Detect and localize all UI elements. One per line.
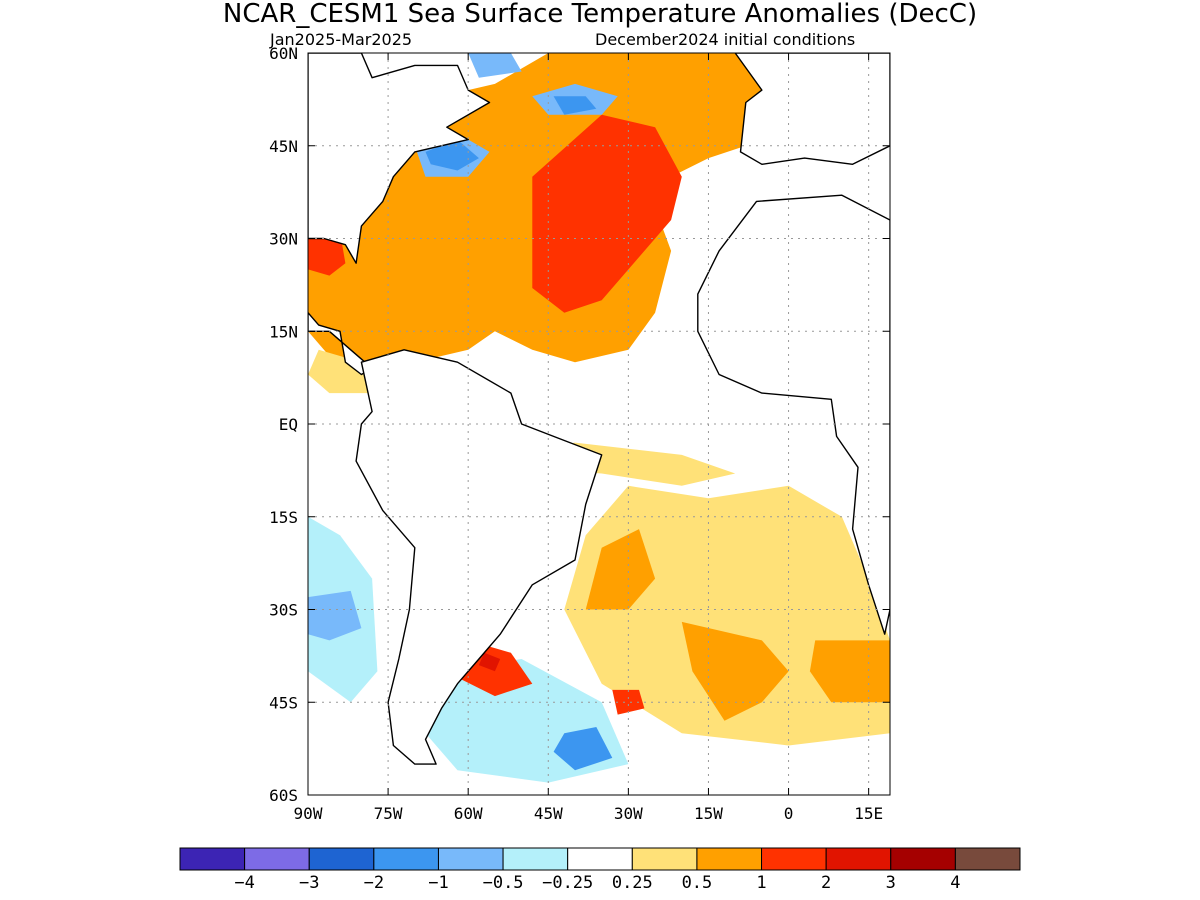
anomaly-region [532, 114, 682, 313]
latitude-label: 60S [269, 786, 298, 805]
period-subtitle: Jan2025-Mar2025 [269, 30, 412, 49]
map-panel [308, 53, 890, 795]
longitude-label: 90W [294, 804, 323, 823]
colorbar-swatch [567, 847, 633, 871]
colorbar-swatch [954, 847, 1021, 871]
colorbar-label: −1 [428, 873, 448, 893]
latitude-label: 15N [269, 322, 298, 341]
longitude-label: 15E [854, 804, 883, 823]
colorbar-label: −0.25 [542, 873, 593, 893]
latitude-label: 45N [269, 137, 298, 156]
colorbar-label: −0.5 [483, 873, 524, 893]
landmass [697, 194, 890, 635]
colorbar-label: −2 [364, 873, 384, 893]
figure-title: NCAR_CESM1 Sea Surface Temperature Anoma… [223, 0, 977, 29]
latitude-labels: 60N 45N 30N 15N EQ 15S 30S 45S 60S [269, 44, 890, 805]
anomaly-region [553, 96, 597, 115]
latitude-label: EQ [279, 415, 298, 434]
longitude-label: 30W [614, 804, 643, 823]
colorbar-label: −4 [234, 873, 254, 893]
latitude-label: 30S [269, 601, 298, 620]
colorbar-swatch [502, 847, 569, 871]
latitude-label: 45S [269, 693, 298, 712]
longitude-labels: 90W 75W 60W 45W 30W 15W 0 15E [294, 53, 883, 823]
longitude-label: 75W [374, 804, 403, 823]
colorbar-swatch [631, 847, 698, 871]
anomaly-region [308, 232, 346, 276]
colorbar-labels: −4 −3 −2 −1 −0.5 −0.25 0.25 0.5 1 2 3 4 [234, 873, 960, 893]
colorbar-label: 2 [821, 873, 831, 893]
latitude-label: 15S [269, 508, 298, 527]
anomaly-region [809, 640, 890, 703]
colorbar-swatch [437, 847, 504, 871]
colorbar-label: 0.25 [612, 873, 653, 893]
colorbar-label: 4 [950, 873, 960, 893]
grid-layer [308, 53, 890, 795]
land-layer [308, 53, 890, 765]
colorbar-label: −3 [299, 873, 319, 893]
colorbar-swatch [373, 847, 439, 871]
colorbar-swatch [761, 847, 827, 871]
colorbar-label: 0.5 [682, 873, 713, 893]
anomaly-region [425, 139, 479, 171]
colorbar-swatch [890, 847, 956, 871]
colorbar-swatch [179, 847, 246, 871]
longitude-label: 0 [784, 804, 794, 823]
initial-conditions-subtitle: December2024 initial conditions [595, 30, 855, 49]
colorbar-swatch [244, 847, 310, 871]
colorbar-swatch [825, 847, 892, 871]
anomaly-region [308, 590, 362, 641]
longitude-label: 60W [454, 804, 483, 823]
latitude-label: 60N [269, 44, 298, 63]
longitude-label: 45W [534, 804, 563, 823]
anomaly-region [478, 652, 501, 672]
landmass [355, 349, 603, 765]
anomaly-region [612, 689, 645, 715]
anomaly-region [681, 621, 789, 721]
landmass [734, 53, 890, 166]
colorbar-swatch [308, 847, 375, 871]
latitude-label: 30N [269, 230, 298, 249]
colorbar-label: 1 [756, 873, 766, 893]
colorbar [179, 847, 1021, 871]
colorbar-swatch [696, 847, 763, 871]
anomaly-region [553, 727, 613, 771]
anomaly-region [585, 529, 656, 610]
colorbar-label: 3 [886, 873, 896, 893]
anomaly-region [468, 53, 522, 78]
longitude-label: 15W [694, 804, 723, 823]
